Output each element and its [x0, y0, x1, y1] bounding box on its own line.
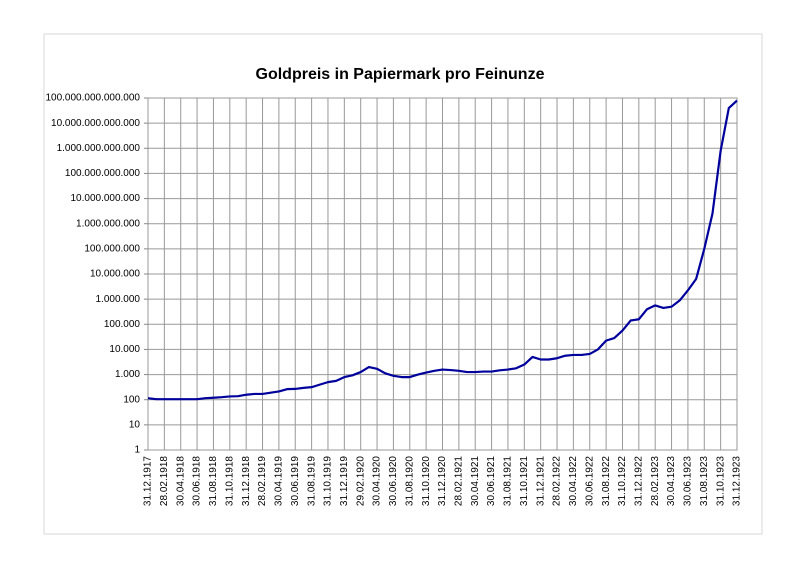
x-tick-label: 30.06.1921 — [486, 456, 497, 506]
y-tick-label: 10.000.000.000 — [70, 193, 140, 204]
y-tick-label: 100.000.000.000.000 — [45, 93, 140, 104]
y-tick-label: 1.000.000 — [96, 294, 141, 305]
x-tick-label: 30.04.1918 — [175, 456, 186, 506]
x-tick-label: 30.04.1923 — [666, 456, 677, 506]
x-tick-label: 28.02.1918 — [159, 456, 170, 506]
x-tick-label: 31.12.1917 — [143, 456, 154, 506]
x-tick-label: 31.12.1918 — [241, 456, 252, 506]
y-tick-label: 100.000.000 — [84, 243, 140, 254]
x-tick-label: 29.02.1920 — [355, 456, 366, 506]
x-tick-label: 28.02.1922 — [552, 456, 563, 506]
chart-title: Goldpreis in Papiermark pro Feinunze — [256, 66, 545, 83]
x-tick-label: 31.12.1923 — [732, 456, 743, 506]
x-tick-label: 31.08.1923 — [699, 456, 710, 506]
x-tick-label: 31.12.1919 — [339, 456, 350, 506]
x-tick-label: 31.10.1918 — [224, 456, 235, 506]
y-tick-label: 100.000.000.000 — [65, 168, 141, 179]
x-tick-label: 30.04.1920 — [372, 456, 383, 506]
x-tick-label: 28.02.1921 — [454, 456, 465, 506]
x-tick-label: 31.10.1919 — [323, 456, 334, 506]
y-tick-label: 1.000 — [115, 369, 140, 380]
x-tick-label: 28.02.1919 — [257, 456, 268, 506]
data-line — [147, 99, 738, 401]
x-tick-label: 30.06.1922 — [584, 456, 595, 506]
x-tick-label: 30.04.1919 — [274, 456, 285, 506]
y-tick-label: 10 — [129, 419, 141, 430]
x-tick-label: 30.06.1918 — [192, 456, 203, 506]
x-tick-label: 28.02.1923 — [650, 456, 661, 506]
x-tick-label: 31.12.1920 — [437, 456, 448, 506]
x-tick-label: 31.08.1922 — [601, 456, 612, 506]
x-tick-label: 30.04.1922 — [568, 456, 579, 506]
y-tick-label: 10.000 — [109, 344, 140, 355]
y-tick-label: 1.000.000.000.000 — [57, 143, 141, 154]
x-tick-label: 31.10.1922 — [617, 456, 628, 506]
x-tick-label: 31.08.1919 — [306, 456, 317, 506]
x-tick-label: 30.06.1923 — [683, 456, 694, 506]
x-tick-label: 31.08.1920 — [404, 456, 415, 506]
y-tick-label: 1.000.000.000 — [76, 218, 140, 229]
x-tick-label: 30.06.1920 — [388, 456, 399, 506]
x-tick-label: 30.06.1919 — [290, 456, 301, 506]
x-tick-label: 31.10.1923 — [715, 456, 726, 506]
x-tick-label: 31.08.1921 — [503, 456, 514, 506]
y-tick-label: 100 — [123, 394, 140, 405]
y-tick-label: 10.000.000.000.000 — [51, 118, 140, 129]
x-tick-label: 31.12.1922 — [633, 456, 644, 506]
x-tick-label: 31.12.1921 — [535, 456, 546, 506]
x-tick-label: 31.10.1921 — [519, 456, 530, 506]
chart-frame — [43, 33, 763, 535]
x-tick-label: 31.10.1920 — [421, 456, 432, 506]
x-tick-label: 30.04.1921 — [470, 456, 481, 506]
y-tick-label: 100.000 — [104, 319, 141, 330]
y-tick-label: 10.000.000 — [90, 269, 140, 280]
y-tick-label: 1 — [134, 445, 140, 456]
x-tick-label: 31.08.1918 — [208, 456, 219, 506]
